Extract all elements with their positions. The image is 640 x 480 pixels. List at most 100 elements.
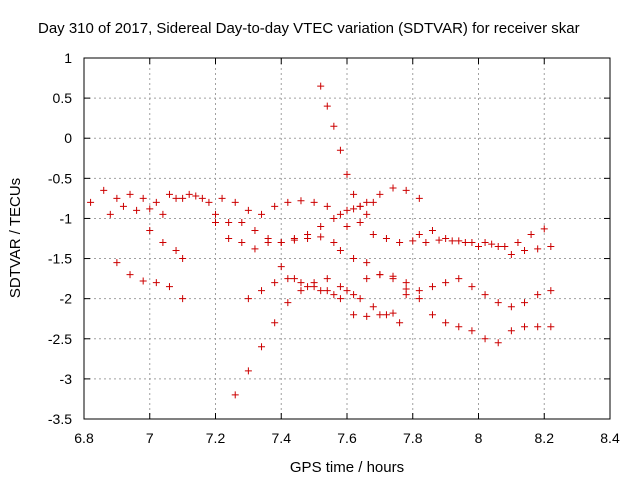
data-point xyxy=(422,239,430,247)
data-point xyxy=(310,283,318,291)
data-point xyxy=(271,202,279,210)
data-point xyxy=(205,198,213,206)
data-point xyxy=(179,194,187,202)
data-point xyxy=(165,283,173,291)
y-axis-ticks: 1 0.5 0 -0.5 -1 -1.5 -2 -2.5 -3 -3.5 xyxy=(48,50,610,427)
data-point xyxy=(231,391,239,399)
data-point xyxy=(113,194,121,202)
data-point xyxy=(507,303,515,311)
data-point xyxy=(119,202,127,210)
data-point xyxy=(461,239,469,247)
data-point xyxy=(238,218,246,226)
data-point xyxy=(317,222,325,230)
data-point xyxy=(350,291,358,299)
y-tick-label: -1.5 xyxy=(48,251,72,267)
data-point xyxy=(468,283,476,291)
data-point xyxy=(468,239,476,247)
data-point xyxy=(442,279,450,287)
data-point xyxy=(192,192,200,200)
data-point xyxy=(442,235,450,242)
x-tick-label: 8.2 xyxy=(535,430,555,446)
data-point xyxy=(87,198,95,206)
data-point xyxy=(382,235,390,242)
data-point xyxy=(304,235,312,242)
data-point xyxy=(343,206,351,214)
data-point xyxy=(323,275,331,283)
y-tick-label: -3.5 xyxy=(48,411,72,427)
x-tick-label: 6.8 xyxy=(74,430,94,446)
data-point xyxy=(448,237,456,245)
data-point xyxy=(317,287,325,295)
data-point xyxy=(264,239,272,247)
data-point xyxy=(290,275,298,283)
data-point xyxy=(376,311,384,319)
data-point xyxy=(330,239,338,247)
data-point xyxy=(428,226,436,234)
data-point xyxy=(514,239,522,247)
data-point xyxy=(494,299,502,307)
data-point xyxy=(455,323,463,331)
data-point xyxy=(336,283,344,291)
y-axis-label: SDTVAR / TECUs xyxy=(7,178,24,298)
data-point xyxy=(231,198,239,206)
data-point xyxy=(323,287,331,295)
data-point xyxy=(547,287,555,295)
data-point xyxy=(376,190,384,198)
x-tick-label: 7 xyxy=(146,430,154,446)
data-point xyxy=(284,275,292,283)
data-point xyxy=(389,309,397,317)
x-tick-label: 8 xyxy=(475,430,483,446)
data-point xyxy=(225,235,233,242)
data-point xyxy=(521,323,529,331)
data-point xyxy=(323,102,331,110)
data-point xyxy=(330,122,338,130)
data-point xyxy=(244,295,252,303)
data-point xyxy=(198,194,206,202)
data-point xyxy=(363,259,371,267)
data-point xyxy=(225,218,233,226)
data-point xyxy=(172,247,180,255)
data-point xyxy=(310,198,318,206)
y-tick-label: -0.5 xyxy=(48,170,72,186)
data-point xyxy=(297,197,305,205)
data-point xyxy=(126,190,134,198)
data-point xyxy=(455,275,463,283)
x-tick-label: 7.2 xyxy=(206,430,226,446)
data-point xyxy=(336,146,344,154)
data-point xyxy=(317,233,325,241)
data-point xyxy=(521,299,529,307)
data-point xyxy=(251,226,259,234)
data-point xyxy=(212,210,219,218)
data-point xyxy=(507,327,515,335)
x-axis-label: GPS time / hours xyxy=(290,459,404,476)
data-point xyxy=(428,283,436,291)
data-point xyxy=(343,287,351,295)
data-point xyxy=(389,184,397,192)
data-point xyxy=(113,259,121,267)
data-point xyxy=(376,271,384,279)
data-point xyxy=(343,222,351,230)
data-point xyxy=(494,243,502,251)
data-point xyxy=(336,210,344,218)
x-tick-label: 7.4 xyxy=(272,430,292,446)
data-point xyxy=(402,285,410,293)
y-tick-label: -2.5 xyxy=(48,331,72,347)
data-point xyxy=(363,275,371,283)
data-point xyxy=(540,225,548,233)
plot-frame xyxy=(83,57,611,420)
data-point xyxy=(428,311,436,319)
data-point xyxy=(356,295,364,303)
data-points xyxy=(87,82,555,399)
data-point xyxy=(369,230,377,238)
data-point xyxy=(185,190,193,198)
data-point xyxy=(501,243,509,251)
data-point xyxy=(442,319,450,327)
data-point xyxy=(297,287,305,295)
data-point xyxy=(396,319,404,327)
data-point xyxy=(323,202,331,210)
data-point xyxy=(488,240,496,248)
data-point xyxy=(304,283,312,291)
data-point xyxy=(106,210,114,218)
data-point xyxy=(481,291,489,299)
